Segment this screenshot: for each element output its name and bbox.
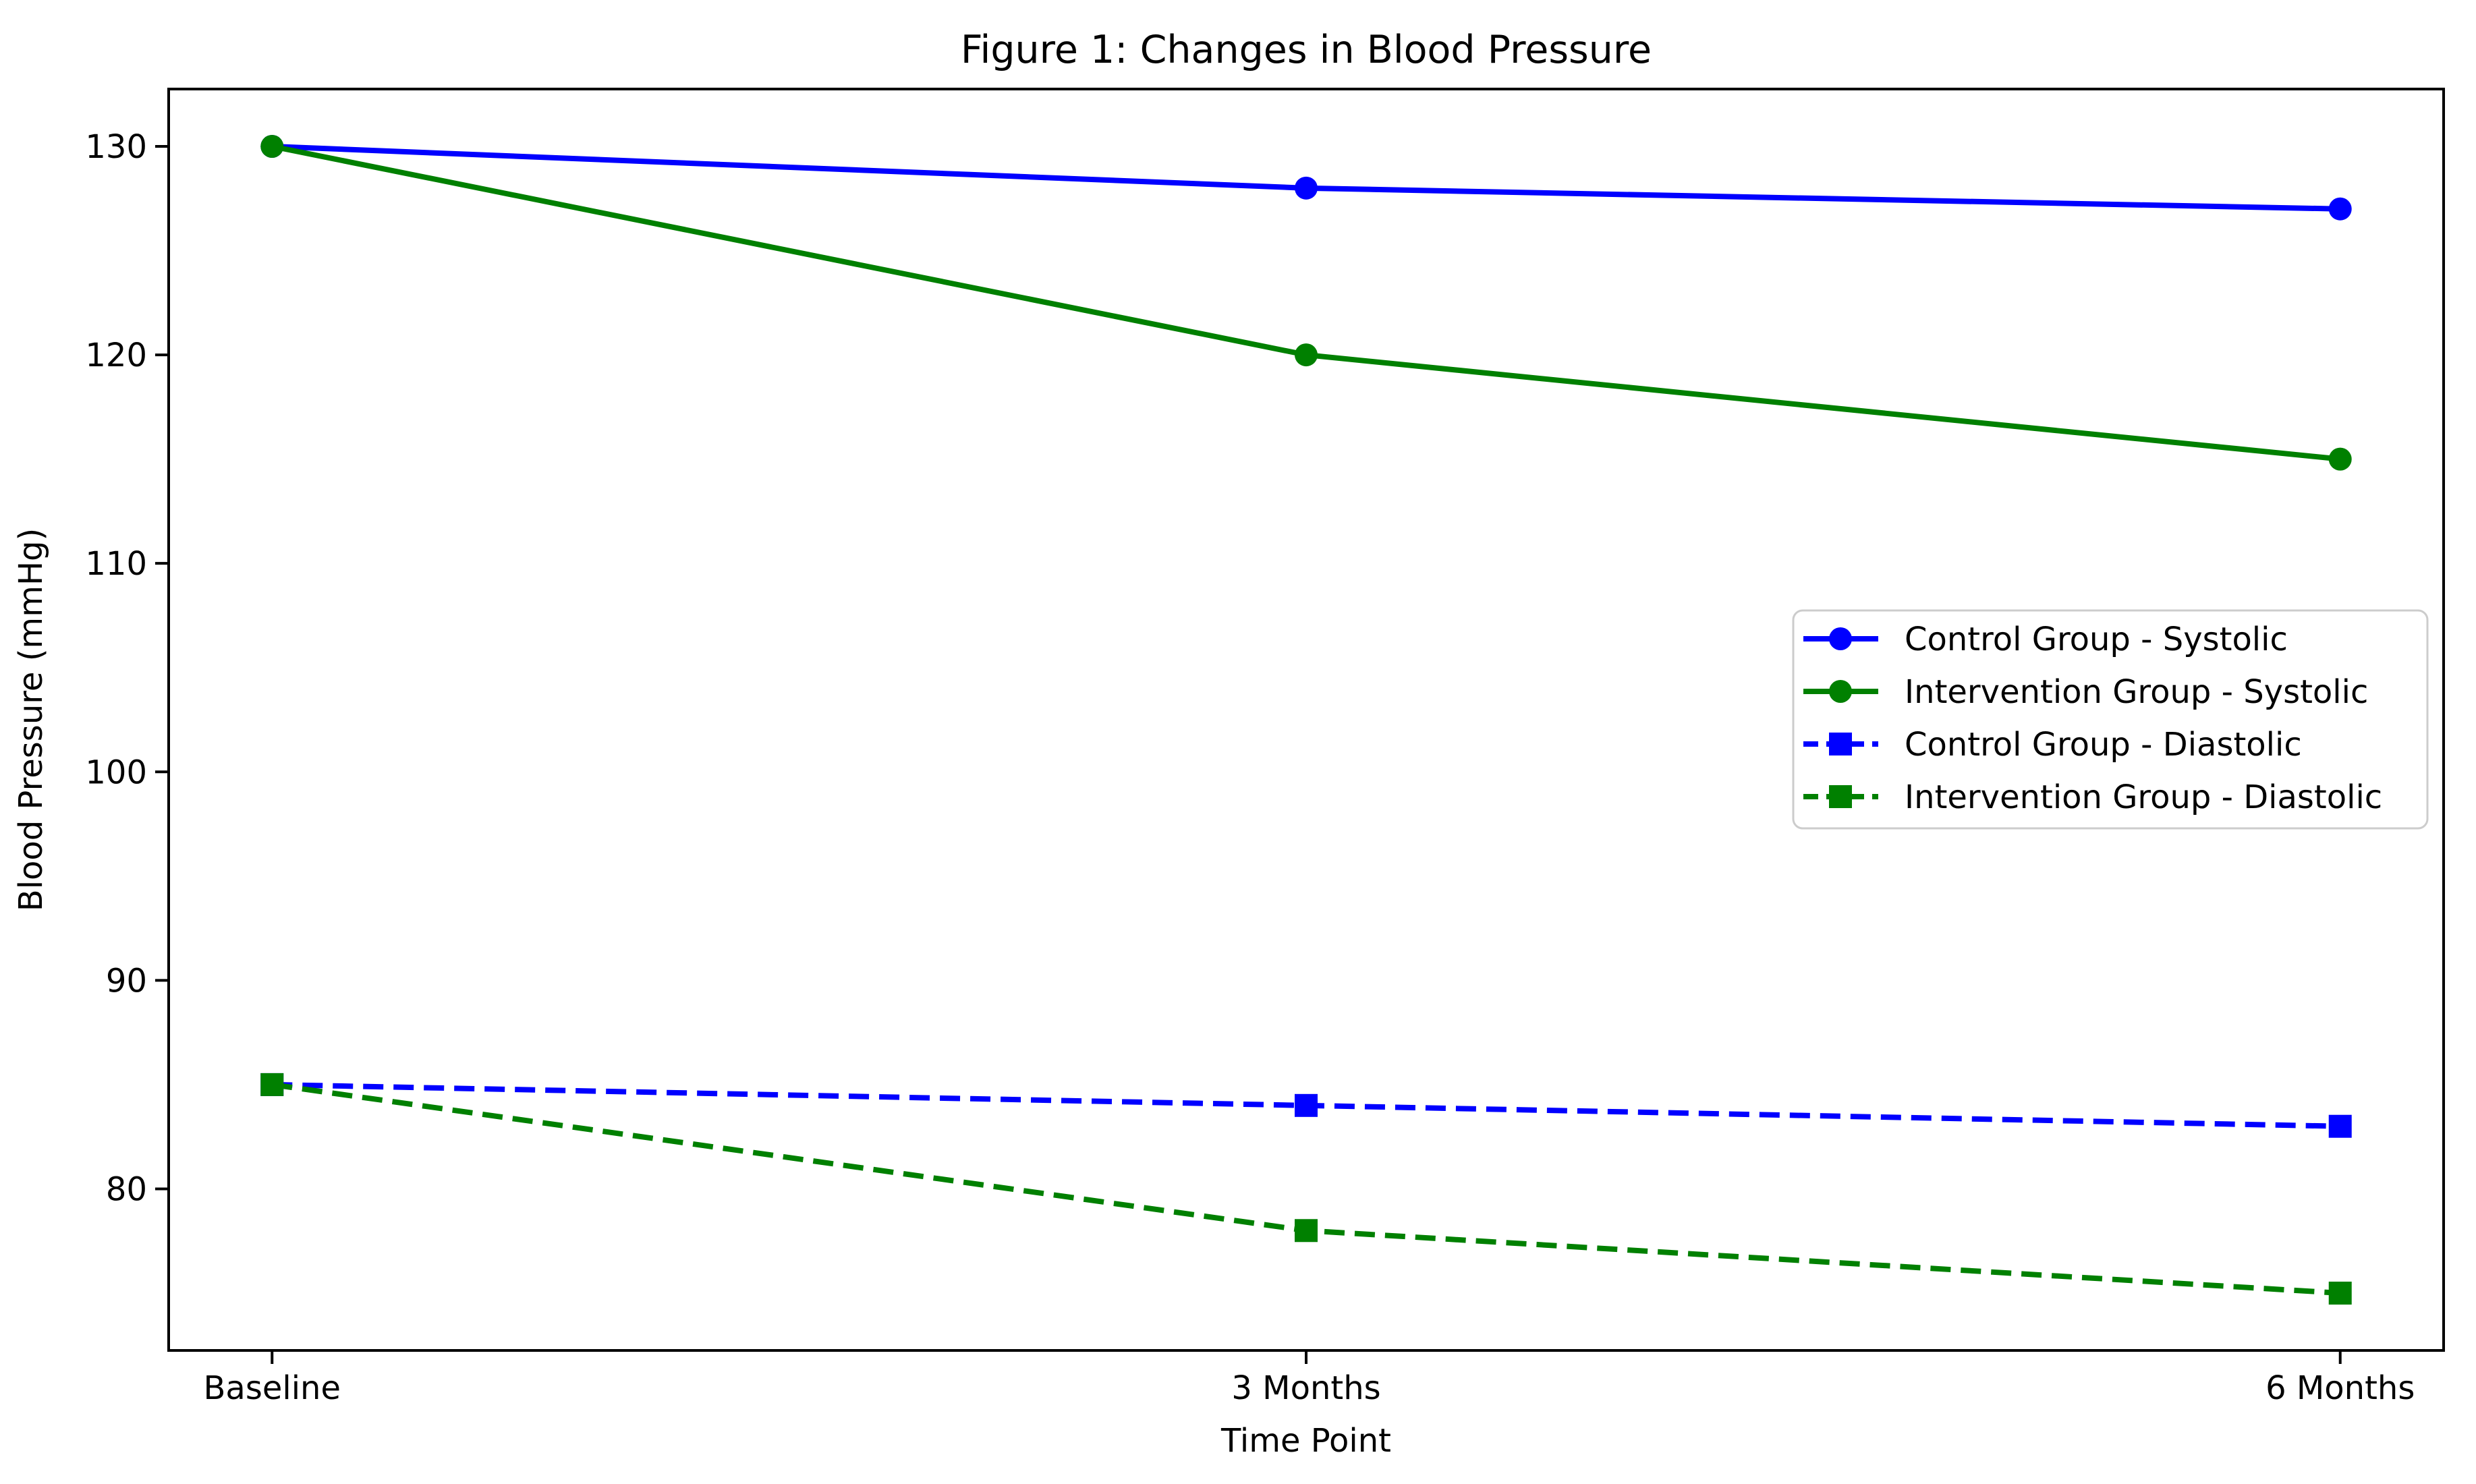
- series-marker-circle: [1295, 176, 1318, 200]
- series-marker-circle: [2328, 197, 2352, 221]
- series-marker-circle: [260, 135, 284, 158]
- y-tick-label: 100: [85, 753, 147, 791]
- series-marker-square: [2328, 1282, 2352, 1305]
- y-tick-label: 130: [85, 128, 147, 166]
- legend: Control Group - Systolic Intervention Gro…: [1792, 609, 2429, 830]
- series-marker-square: [2328, 1114, 2352, 1138]
- chart-title: Figure 1: Changes in Blood Pressure: [961, 28, 1652, 72]
- legend-label: Control Group - Systolic: [1905, 621, 2288, 658]
- legend-label: Intervention Group - Systolic: [1905, 673, 2368, 711]
- y-tick-label: 110: [85, 545, 147, 583]
- legend-sample-marker-square: [1829, 733, 1852, 755]
- series-marker-circle: [1295, 343, 1318, 367]
- data-series: [260, 135, 2352, 1305]
- axis-ticks: 80 90 100 110 120 130 Baseline 3 Months 6 Months: [85, 128, 2415, 1407]
- x-tick-label: 3 Months: [1231, 1369, 1380, 1407]
- legend-sample-marker-circle: [1829, 680, 1852, 703]
- y-tick-label: 120: [85, 337, 147, 374]
- plot-spines: [167, 88, 2445, 1352]
- legend-label: Intervention Group - Diastolic: [1905, 778, 2382, 816]
- series-marker-circle: [2328, 447, 2352, 471]
- legend-sample-marker-square: [1829, 785, 1852, 808]
- x-tick-label: 6 Months: [2266, 1369, 2415, 1407]
- x-tick-label: Baseline: [204, 1369, 341, 1407]
- plot-area-border: [167, 88, 2445, 1352]
- series-marker-square: [1295, 1093, 1318, 1117]
- y-tick-label: 90: [106, 962, 147, 1000]
- legend-sample-marker-circle: [1829, 627, 1852, 650]
- legend-label: Control Group - Diastolic: [1905, 726, 2302, 764]
- series-marker-square: [260, 1073, 284, 1096]
- y-tick-label: 80: [106, 1170, 147, 1208]
- series-marker-square: [1295, 1219, 1318, 1243]
- y-axis-label: Blood Pressure (mmHg): [12, 528, 50, 911]
- x-axis-label: Time Point: [1220, 1422, 1391, 1460]
- legend-box: [1792, 609, 2429, 830]
